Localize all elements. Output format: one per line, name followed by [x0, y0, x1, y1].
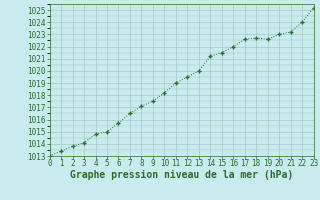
X-axis label: Graphe pression niveau de la mer (hPa): Graphe pression niveau de la mer (hPa): [70, 170, 293, 180]
